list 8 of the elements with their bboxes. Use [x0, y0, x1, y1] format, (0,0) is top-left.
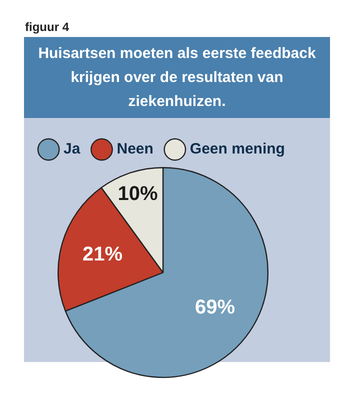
- data-label: 69%: [195, 296, 236, 318]
- legend-label: Ja: [64, 140, 81, 158]
- text: figuur 4: [25, 20, 69, 34]
- legend-label: Neen: [116, 140, 154, 158]
- data-label: 21%: [82, 243, 123, 266]
- legend-label: Geen mening: [190, 140, 285, 158]
- data-label: 10%: [118, 183, 158, 206]
- chart-title: Huisartsen moeten als eerste feedback krijgen over de resultaten van ziekenhuizen.: [24, 37, 330, 118]
